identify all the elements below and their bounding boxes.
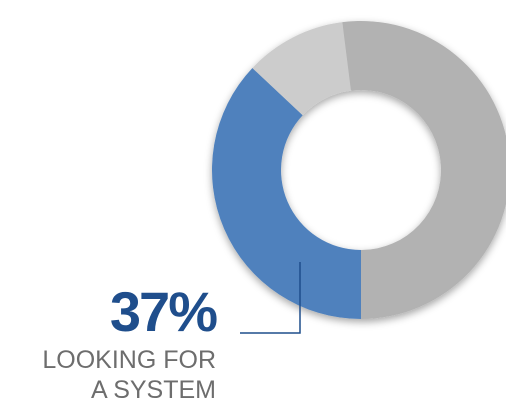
percentage-callout-label: LOOKING FOR A SYSTEM [42, 345, 216, 405]
donut-slices [211, 21, 506, 320]
donut-slice-1 [211, 68, 361, 320]
donut-slice-2 [252, 22, 351, 116]
donut-slice-3 [342, 21, 506, 319]
callout-label-line-2: A SYSTEM [90, 376, 216, 404]
callout-leader-line [240, 262, 301, 334]
percentage-callout-value: 37% [109, 280, 218, 343]
callout-label-line-1: LOOKING FOR [42, 346, 216, 374]
